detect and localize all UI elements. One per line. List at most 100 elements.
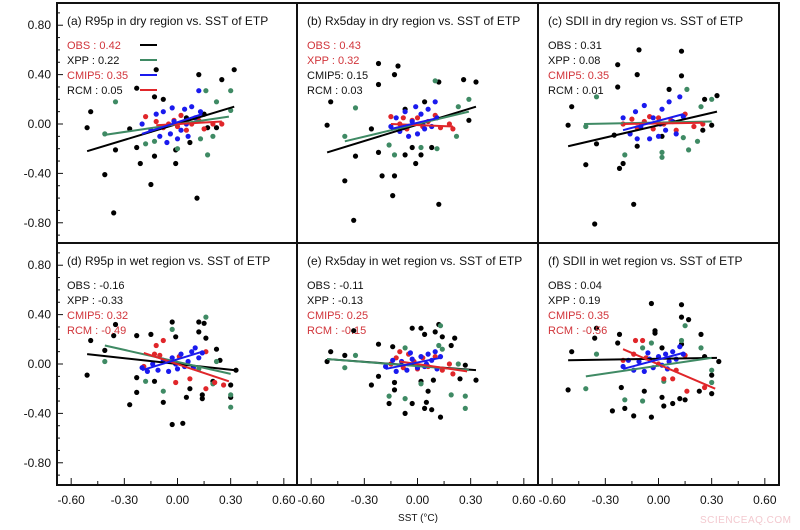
point-obs [102,172,108,178]
legend-entry-xpp: XPP : -0.13 [307,295,363,307]
y-tick-label: -0.80 [24,456,52,470]
point-cmip5 [641,368,647,374]
point-obs [652,330,658,336]
point-xpp [352,105,359,111]
point-cmip5 [650,115,656,121]
point-obs [148,331,154,337]
point-xpp [174,146,181,152]
point-cmip5 [393,368,399,374]
point-xpp [640,345,646,351]
point-rcm [183,127,189,133]
fit-line-cmip5 [622,113,684,132]
point-xpp [143,141,149,147]
point-obs [134,85,140,91]
fit-line-cmip5 [390,116,439,130]
point-rcm [702,384,708,391]
point-xpp [682,323,688,329]
point-obs [409,400,415,407]
point-xpp [203,88,209,94]
point-obs [187,386,193,392]
point-obs [84,372,90,378]
point-obs [203,335,209,341]
point-obs [678,73,685,79]
point-obs [390,344,396,350]
point-cmip5 [432,99,438,105]
point-cmip5 [155,367,161,373]
legend-entry-obs: OBS : 0.31 [548,40,602,52]
point-obs [402,152,408,158]
point-obs [84,125,90,131]
legend-entry-cmip5: CMIP5: 0.15 [307,70,368,82]
fit-line-cmip5 [385,356,441,370]
point-cmip5 [414,131,421,137]
point-obs [169,421,175,428]
point-obs [615,340,621,346]
point-obs [592,335,598,341]
point-xpp [455,361,461,367]
point-obs [187,139,193,146]
point-xpp [453,133,460,139]
point-obs [368,126,374,132]
point-cmip5 [197,109,204,115]
point-obs [151,94,158,100]
fit-line-obs [568,356,717,362]
point-obs [160,399,166,405]
point-obs [351,328,357,334]
legend-entry-cmip5: CMIP5: 0.32 [67,310,128,322]
fit-line-xpp [585,356,712,378]
x-tick-label: 0.30 [700,493,724,507]
point-rcm [143,114,149,120]
point-rcm [397,349,403,355]
point-xpp [160,388,166,394]
point-obs [173,160,179,167]
point-obs [379,173,385,179]
point-obs [413,160,419,167]
point-xpp [462,405,468,411]
point-obs [342,352,348,358]
point-cmip5 [406,133,412,139]
point-obs [386,400,392,407]
point-xpp [593,351,600,357]
point-obs [342,178,348,184]
point-obs [448,342,454,349]
point-obs [709,372,715,378]
panel-title: (e) Rx5day in wet region vs. SST of ETP [307,254,522,268]
fit-line-cmip5 [622,351,684,370]
point-cmip5 [413,104,419,110]
point-xpp [437,323,444,329]
x-tick-label: 0.00 [647,493,671,507]
point-obs [696,388,702,394]
legend-entry-obs: OBS : -0.16 [67,280,124,292]
point-obs [368,382,374,388]
y-tick-label: -0.40 [24,166,52,180]
point-obs [199,396,205,402]
point-xpp [709,367,715,373]
point-cmip5 [425,106,431,112]
point-cmip5 [634,136,640,142]
point-cmip5 [404,367,410,373]
point-xpp [210,133,216,139]
point-xpp [593,94,600,100]
point-rcm [173,379,179,386]
point-obs [127,402,133,408]
point-cmip5 [196,355,202,361]
panel-title: (d) R95p in wet region vs. SST of ETP [67,254,270,268]
point-xpp [455,104,461,110]
point-rcm [629,116,635,122]
fit-line-cmip5 [141,350,203,372]
point-obs [196,72,202,78]
point-cmip5 [169,105,175,111]
legend-entry-cmip5: CMIP5: 0.35 [548,70,609,82]
point-obs [592,221,598,227]
point-obs [670,400,676,407]
point-obs [678,48,685,54]
point-obs [375,373,382,379]
point-obs [137,160,143,167]
point-xpp [352,352,359,358]
point-obs [686,317,692,323]
point-xpp [197,136,204,142]
point-obs [199,392,205,398]
point-obs [634,143,640,149]
point-obs [439,334,445,340]
legend-entry-rcm: RCM : 0.05 [67,85,123,97]
